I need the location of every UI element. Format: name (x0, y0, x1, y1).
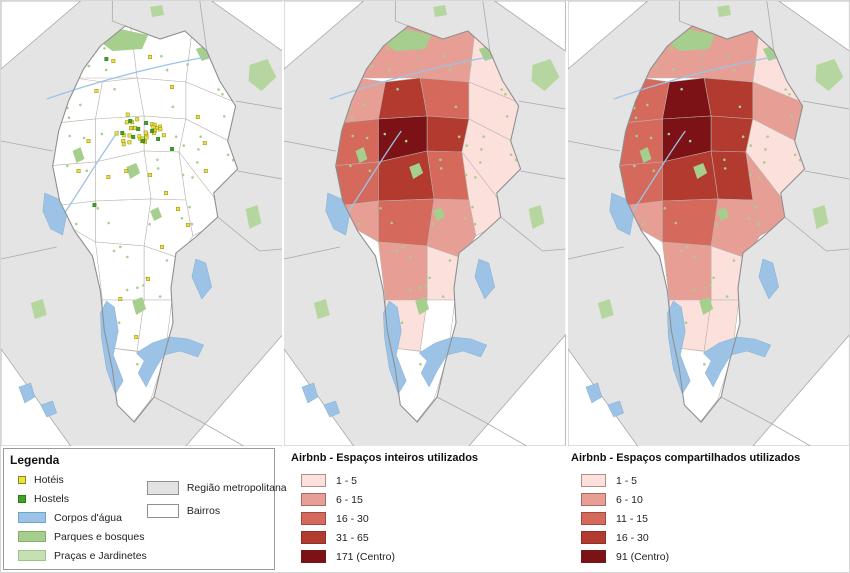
class-label: 31 - 65 (336, 531, 369, 544)
water-layer (301, 56, 496, 418)
metro-parks-layer (597, 5, 844, 319)
legend-airbnb-shared-rows: 1 - 5 6 - 10 11 - 15 16 - 30 91 (Centro) (571, 471, 831, 566)
legend-row: Legenda Hotéis Hostels Corpos d'água (1, 446, 849, 570)
legend-item-bairros: Bairros (146, 499, 287, 522)
metro-parks-layer (314, 5, 560, 319)
map-hotels-hostels (1, 1, 283, 446)
legend-airbnb-entire-title: Airbnb - Espaços inteiros utilizados (291, 452, 479, 464)
legend-item-label: Parques e bosques (54, 530, 145, 543)
outside-metro-areas (284, 1, 566, 446)
class-label: 171 (Centro) (336, 550, 395, 563)
hotel-swatch (18, 475, 26, 484)
class-swatch (581, 512, 606, 525)
class-swatch (581, 531, 606, 544)
municipality-outline (52, 25, 239, 423)
choropleth-class-row: 91 (Centro) (571, 547, 831, 566)
hostel-swatch (18, 494, 26, 503)
class-swatch (301, 474, 326, 487)
legend-airbnb-entire-rows: 1 - 5 6 - 15 16 - 30 31 - 65 171 (Centro… (291, 471, 551, 566)
class-label: 11 - 15 (616, 512, 648, 525)
legend-airbnb-shared: Airbnb - Espaços compartilhados utilizad… (563, 448, 835, 570)
choropleth-class-row: 11 - 15 (571, 509, 831, 528)
legend-airbnb-entire: Airbnb - Espaços inteiros utilizados 1 -… (283, 448, 555, 570)
legend-item-parks: Parques e bosques (10, 527, 147, 546)
water-layer (18, 56, 212, 418)
legend-column-symbols: Hotéis Hostels Corpos d'água Parques e b… (10, 470, 147, 565)
legend-item-metro-region: Região metropolitana (146, 476, 287, 499)
class-label: 91 (Centro) (616, 550, 670, 563)
legend-item-label: Região metropolitana (186, 481, 287, 494)
legend-item-hotels: Hotéis (10, 470, 147, 489)
metro-boundary-lines (284, 1, 566, 446)
legend-box: Legenda Hotéis Hostels Corpos d'água (3, 448, 287, 570)
legend-item-label: Praças e Jardinetes (54, 549, 147, 562)
choropleth-class-row: 1 - 5 (291, 471, 551, 490)
class-swatch (301, 493, 326, 506)
water-layer (585, 56, 779, 418)
municipality-outline (618, 25, 805, 423)
legend-item-label: Hostels (34, 492, 70, 505)
municipality-outline (335, 25, 522, 423)
legend-columns: Hotéis Hostels Corpos d'água Parques e b… (10, 470, 287, 565)
legend-column-regions: Região metropolitana Bairros (146, 470, 287, 565)
class-label: 1 - 5 (616, 474, 638, 487)
legend-item-label: Bairros (186, 504, 221, 517)
map-airbnb-entire-spaces (284, 1, 566, 446)
water-swatch (18, 512, 46, 523)
class-label: 16 - 30 (616, 531, 649, 544)
legend-title: Legenda (10, 453, 60, 467)
choropleth-class-row: 1 - 5 (571, 471, 831, 490)
maps-row (1, 1, 849, 446)
choropleth-class-row: 6 - 10 (571, 490, 831, 509)
bairros-swatch (146, 503, 179, 518)
class-label: 6 - 10 (616, 493, 643, 506)
metro-parks-layer (30, 5, 277, 319)
map-svg (1, 1, 283, 446)
legend-item-water: Corpos d'água (10, 508, 147, 527)
choropleth-class-row: 16 - 30 (571, 528, 831, 547)
legend-item-label: Hotéis (34, 473, 64, 486)
outside-metro-areas (1, 1, 283, 446)
class-label: 1 - 5 (336, 474, 358, 487)
class-label: 6 - 15 (336, 493, 363, 506)
legend-item-label: Corpos d'água (54, 511, 122, 524)
hotel-points-layer (76, 55, 208, 339)
class-swatch (301, 550, 326, 563)
class-swatch (581, 474, 606, 487)
hostel-points-layer (92, 57, 174, 207)
square-swatch (18, 550, 46, 561)
class-swatch (581, 550, 606, 563)
metro-boundary-lines (1, 1, 283, 446)
map-airbnb-shared-spaces (567, 1, 849, 446)
legend-item-hostels: Hostels (10, 489, 147, 508)
class-swatch (301, 512, 326, 525)
legend-item-squares: Praças e Jardinetes (10, 546, 147, 565)
map-svg (567, 1, 849, 446)
choropleth-class-row: 171 (Centro) (291, 547, 551, 566)
class-swatch (581, 493, 606, 506)
outside-metro-areas (567, 1, 849, 446)
park-swatch (18, 531, 46, 542)
choropleth-class-row: 31 - 65 (291, 528, 551, 547)
metro-boundary-lines (567, 1, 849, 446)
map-svg (284, 1, 566, 446)
class-swatch (301, 531, 326, 544)
choropleth-class-row: 16 - 30 (291, 509, 551, 528)
metro-region-swatch (146, 480, 179, 495)
legend-airbnb-shared-title: Airbnb - Espaços compartilhados utilizad… (571, 452, 801, 464)
class-label: 16 - 30 (336, 512, 369, 525)
choropleth-class-row: 6 - 15 (291, 490, 551, 509)
